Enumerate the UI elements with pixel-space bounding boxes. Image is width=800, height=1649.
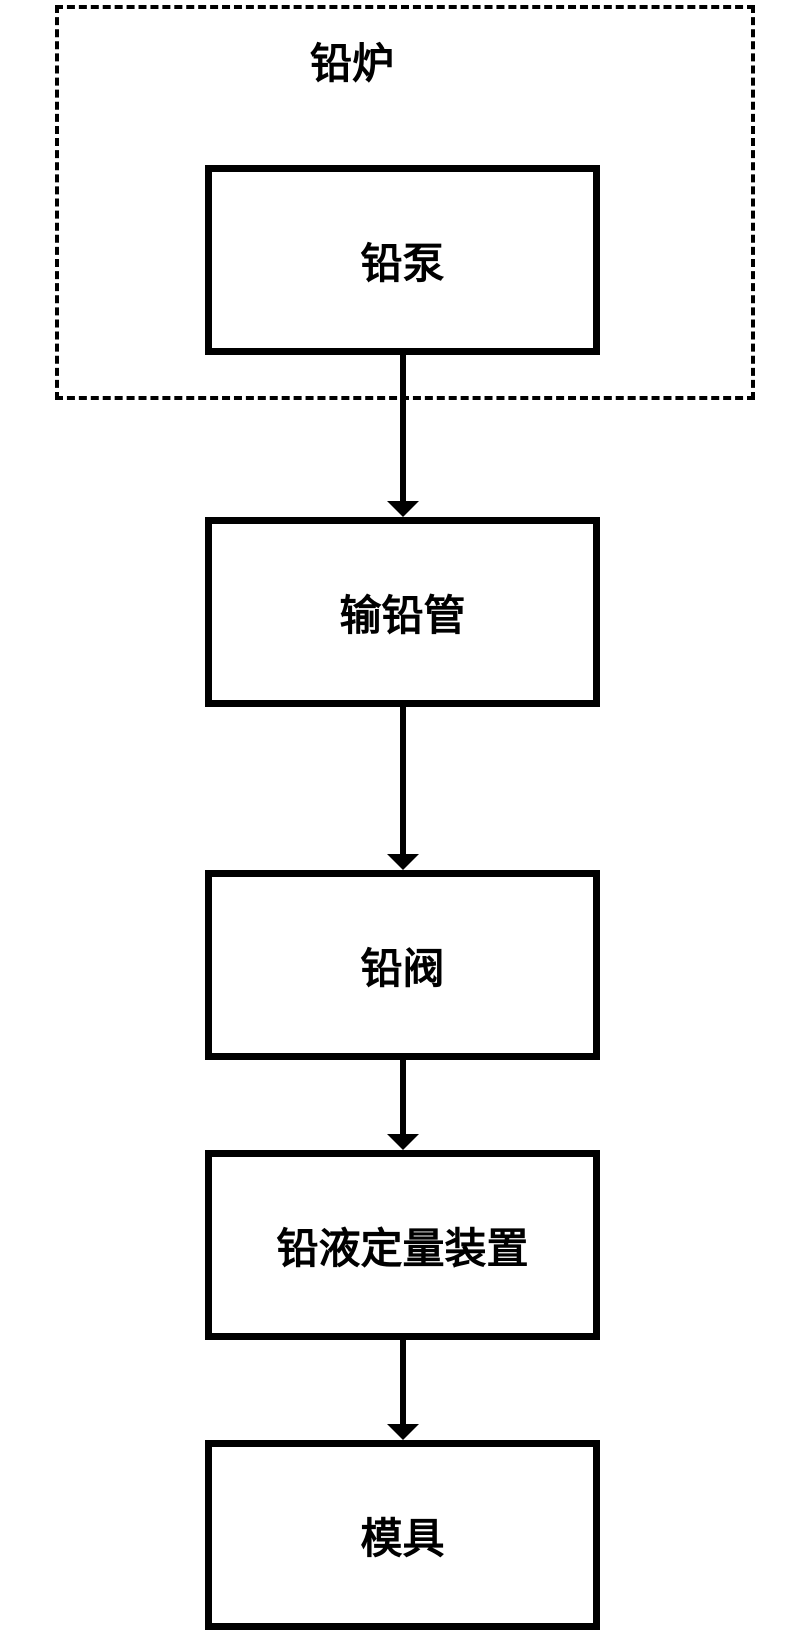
node-label: 输铅管 [339, 582, 465, 643]
node-valve: 铅阀 [205, 870, 600, 1060]
node-label: 铅液定量装置 [276, 1215, 528, 1276]
node-label: 铅泵 [360, 230, 444, 291]
flowchart-canvas: 铅炉 铅泵 输铅管 铅阀 铅液定量装置 模具 [0, 0, 800, 1649]
node-pipe: 输铅管 [205, 517, 600, 707]
node-label: 铅阀 [360, 935, 444, 996]
node-label: 模具 [360, 1505, 444, 1566]
node-mold: 模具 [205, 1440, 600, 1630]
outer-container-label: 铅炉 [310, 30, 394, 91]
node-device: 铅液定量装置 [205, 1150, 600, 1340]
node-pump: 铅泵 [205, 165, 600, 355]
